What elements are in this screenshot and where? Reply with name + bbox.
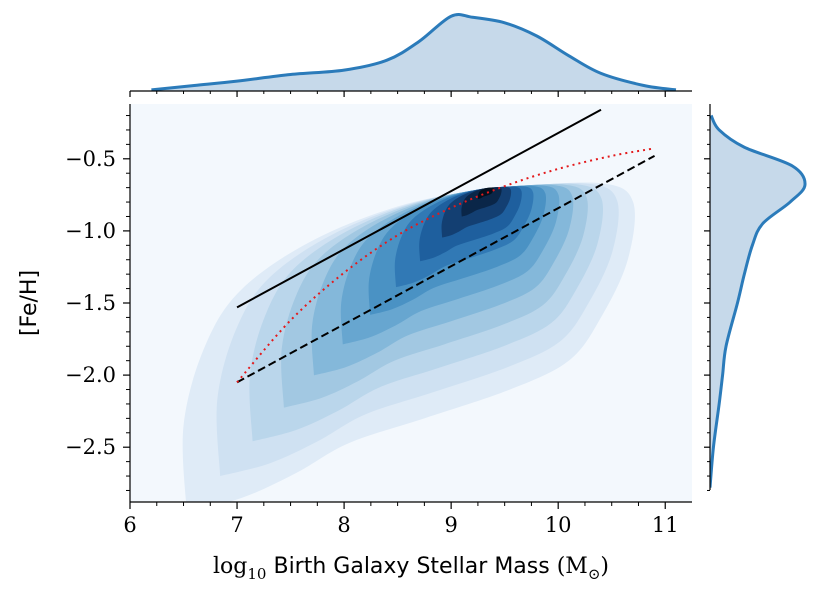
x-label-subscript: 10: [247, 565, 266, 583]
top-marginal: [151, 12, 677, 91]
x-tick-label: 9: [444, 513, 457, 537]
right-marginal-fill: [710, 115, 806, 488]
x-label-unit-open: (M: [557, 554, 588, 579]
y-axis-label: [Fe/H]: [17, 270, 42, 336]
y-tick-label: −0.5: [65, 147, 116, 171]
right-marginal: [710, 114, 807, 488]
y-tick-label: −2.0: [65, 363, 116, 387]
x-label-log: log: [213, 554, 247, 579]
y-tick-label: −2.5: [65, 435, 116, 459]
density-contours: [182, 182, 635, 502]
top-marginal-curve: [151, 12, 677, 91]
top-marginal-axis: [129, 90, 692, 97]
density-contour: [477, 187, 494, 199]
x-tick-label: 10: [545, 513, 572, 537]
x-axis-label: log10 Birth Galaxy Stellar Mass (M⊙): [213, 554, 609, 583]
y-tick-label: −1.0: [65, 219, 116, 243]
x-tick-label: 7: [230, 513, 243, 537]
relation-lines: [236, 108, 656, 384]
x-label-unit-close: ): [600, 554, 609, 579]
x-label-text: Birth Galaxy Stellar Mass: [266, 554, 556, 579]
y-tick-label: −1.5: [65, 291, 116, 315]
dotted-quadratic-line: [236, 147, 653, 383]
right-marginal-curve: [710, 114, 807, 488]
density-contour: [461, 187, 502, 217]
x-tick-label: 8: [337, 513, 350, 537]
top-marginal-fill: [151, 14, 676, 91]
solid-relation-line: [236, 108, 602, 309]
main-axes: 6 7 8 9 10 11 −2.5 −2.0 −1.5 −1.0 −0.5: [65, 104, 692, 537]
x-tick-label: 11: [652, 513, 679, 537]
x-label-unit-symbol: ⊙: [588, 565, 601, 583]
right-marginal-axis: [704, 104, 711, 491]
x-tick-label: 6: [123, 513, 136, 537]
